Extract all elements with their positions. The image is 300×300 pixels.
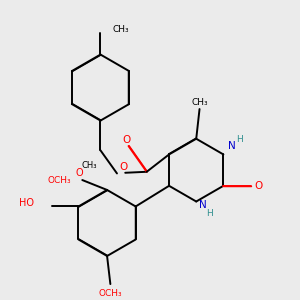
Text: HO: HO — [19, 198, 34, 208]
Text: H: H — [236, 135, 243, 144]
Text: O: O — [255, 181, 263, 191]
Text: O: O — [123, 135, 131, 145]
Text: OCH₃: OCH₃ — [99, 290, 122, 298]
Text: O: O — [120, 162, 128, 172]
Text: CH₃: CH₃ — [81, 161, 97, 170]
Text: CH₃: CH₃ — [191, 98, 208, 107]
Text: OCH₃: OCH₃ — [47, 176, 71, 184]
Text: N: N — [228, 141, 236, 151]
Text: H: H — [206, 208, 213, 217]
Text: N: N — [199, 200, 207, 210]
Text: CH₃: CH₃ — [112, 25, 129, 34]
Text: O: O — [75, 168, 83, 178]
